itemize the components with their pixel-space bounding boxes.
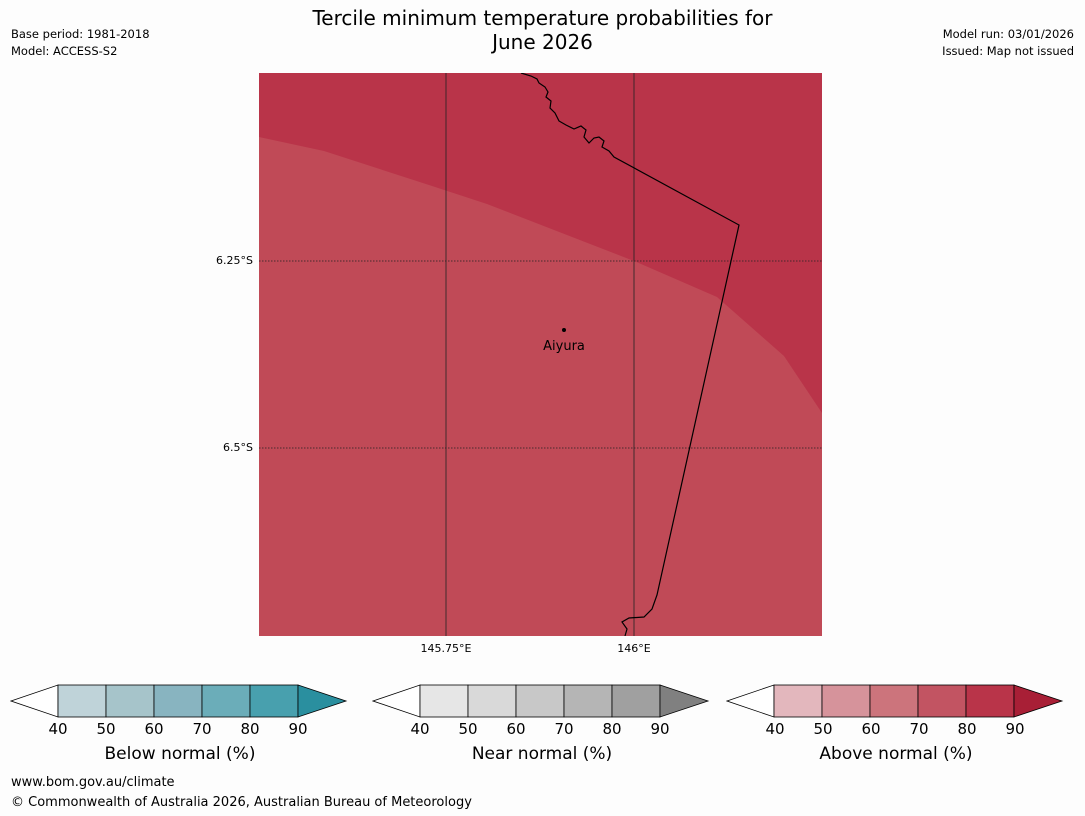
colorbar-segment: [419, 684, 469, 718]
lat-label-6-5: 6.5°S: [223, 441, 253, 454]
colorbar-segment: [467, 684, 517, 718]
issued-status: Issued: Map not issued: [942, 44, 1074, 58]
tick-label: 80: [602, 720, 622, 738]
colorbar-segment: [869, 684, 919, 718]
map-region-80-90: [259, 73, 822, 413]
lon-label-146: 146°E: [617, 642, 651, 655]
colorbar-above-normal: 40 50 60 70 80 90 Above normal (%): [726, 684, 1066, 774]
colorbar-segment: [611, 684, 661, 718]
colorbar-lower-extension: [726, 684, 775, 718]
tick-label: 70: [909, 720, 929, 738]
title-line-1: Tercile minimum temperature probabilitie…: [312, 6, 773, 30]
tick-label: 90: [288, 720, 308, 738]
colorbar-upper-extension: [659, 684, 710, 718]
tick-label: 80: [240, 720, 260, 738]
colorbar-segment: [965, 684, 1015, 718]
colorbar-segment: [57, 684, 107, 718]
colorbar-near-label: Near normal (%): [471, 744, 613, 764]
colorbar-lower-extension: [372, 684, 421, 718]
tick-label: 50: [96, 720, 116, 738]
colorbar-above-graphic: [726, 684, 1064, 718]
colorbar-below-graphic: [10, 684, 348, 718]
colorbar-above-label: Above normal (%): [819, 744, 973, 764]
tick-label: 40: [48, 720, 68, 738]
footer-copyright: © Commonwealth of Australia 2026, Austra…: [11, 795, 472, 810]
map-title: Tercile minimum temperature probabilitie…: [0, 6, 1085, 54]
colorbar-upper-extension: [297, 684, 348, 718]
forecast-map[interactable]: Aiyura: [259, 73, 822, 636]
lat-label-6-25: 6.25°S: [216, 254, 253, 267]
tick-label: 40: [765, 720, 785, 738]
tick-label: 50: [813, 720, 833, 738]
colorbar-segment: [515, 684, 565, 718]
colorbar-lower-extension: [10, 684, 59, 718]
meta-left: Base period: 1981-2018 Model: ACCESS-S2: [11, 26, 150, 60]
tick-label: 70: [192, 720, 212, 738]
colorbar-segment: [249, 684, 299, 718]
footer-url[interactable]: www.bom.gov.au/climate: [11, 775, 175, 790]
colorbar-segment: [201, 684, 251, 718]
base-period: Base period: 1981-2018: [11, 27, 150, 41]
colorbar-near-graphic: [372, 684, 710, 718]
tick-label: 90: [650, 720, 670, 738]
colorbar-segment: [153, 684, 203, 718]
colorbar-segment: [563, 684, 613, 718]
tick-label: 50: [458, 720, 478, 738]
aiyura-marker: [562, 328, 566, 332]
tick-label: 40: [410, 720, 430, 738]
colorbar-segment: [773, 684, 823, 718]
model-name: Model: ACCESS-S2: [11, 44, 118, 58]
tick-label: 90: [1005, 720, 1025, 738]
colorbar-below-label: Below normal (%): [104, 744, 256, 764]
model-run: Model run: 03/01/2026: [942, 27, 1074, 41]
colorbar-segment: [917, 684, 967, 718]
tick-label: 60: [861, 720, 881, 738]
meta-right: Model run: 03/01/2026 Issued: Map not is…: [942, 26, 1074, 60]
tick-label: 80: [957, 720, 977, 738]
colorbar-segment: [105, 684, 155, 718]
tick-label: 60: [144, 720, 164, 738]
colorbar-upper-extension: [1013, 684, 1064, 718]
tick-label: 70: [554, 720, 574, 738]
colorbar-near-normal: 40 50 60 70 80 90 Near normal (%): [372, 684, 712, 774]
lon-label-145-75: 145.75°E: [420, 642, 472, 655]
title-line-2: June 2026: [492, 30, 593, 54]
colorbar-below-normal: 40 50 60 70 80 90 Below normal (%): [10, 684, 350, 774]
colorbar-segment: [821, 684, 871, 718]
tick-label: 60: [506, 720, 526, 738]
aiyura-label: Aiyura: [543, 339, 585, 354]
province-border: [520, 73, 740, 636]
